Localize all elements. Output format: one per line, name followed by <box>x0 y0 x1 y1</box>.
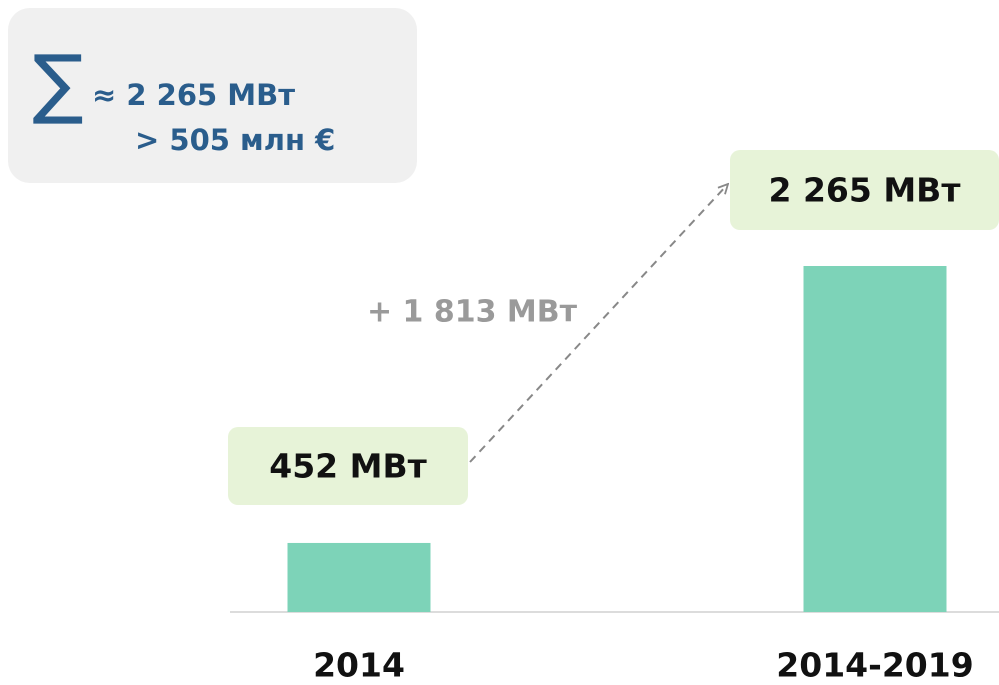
bar <box>803 266 947 612</box>
sum-symbol: ∑ <box>32 38 83 127</box>
value-label-box <box>730 150 999 230</box>
x-tick-label: 2014-2019 <box>776 646 973 685</box>
x-tick-label: 2014 <box>313 646 405 685</box>
summary-line: ≈ 2 265 МВт <box>92 78 295 112</box>
summary-box <box>8 8 417 183</box>
value-label: 452 МВт <box>269 447 427 486</box>
summary-line: > 505 млн € <box>135 123 335 157</box>
growth-annotation: + 1 813 МВт <box>367 295 578 330</box>
value-label-box <box>228 427 468 505</box>
value-label: 2 265 МВт <box>769 171 961 210</box>
growth-arrow <box>469 184 728 463</box>
bar <box>287 542 431 612</box>
